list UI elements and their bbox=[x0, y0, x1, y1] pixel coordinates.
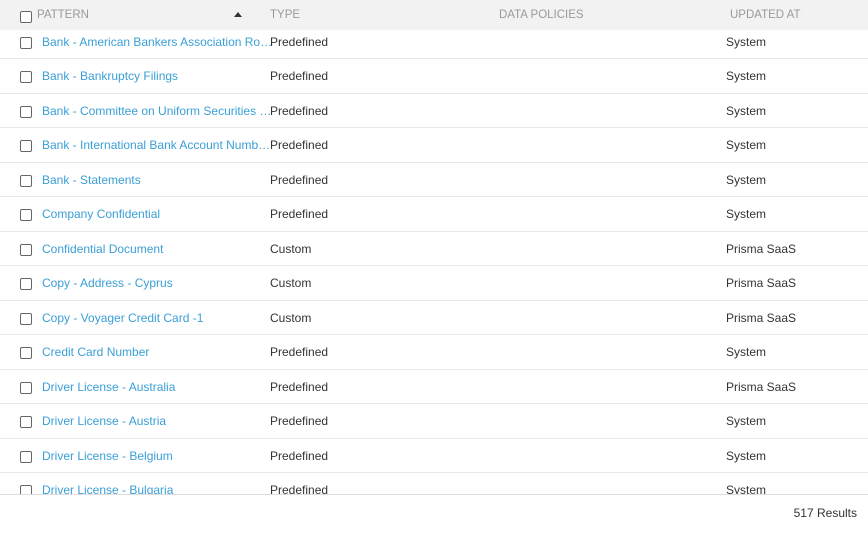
updated-at-cell: System bbox=[726, 414, 767, 428]
data-policies-header[interactable]: DATA POLICIES bbox=[499, 9, 584, 21]
table-row: Copy - Voyager Credit Card -1 Custom Prism… bbox=[0, 301, 868, 336]
updated-at-cell: Prisma SaaS bbox=[726, 310, 797, 325]
table-row: Bank - Statements Predefined System bbox=[0, 163, 868, 198]
updated-at-cell: Prisma SaaS bbox=[726, 276, 797, 290]
table-row: Company Confidential Predefined System bbox=[0, 197, 868, 232]
pattern-link[interactable]: Copy - Voyager Credit Card -1 bbox=[42, 310, 204, 325]
updated-at-header[interactable]: UPDATED AT bbox=[730, 9, 801, 21]
type-cell: Custom bbox=[270, 241, 312, 256]
table-row: Bank - Bankruptcy Filings Predefined Syste… bbox=[0, 59, 868, 94]
updated-at-cell: System bbox=[726, 172, 767, 187]
updated-at-cell: System bbox=[726, 345, 767, 359]
pattern-link[interactable]: Credit Card Number bbox=[42, 345, 150, 359]
type-cell: Predefined bbox=[270, 379, 329, 394]
type-cell: Custom bbox=[270, 310, 312, 325]
table-row: Copy - Address - Cyprus Custom Prisma SaaS bbox=[0, 266, 868, 301]
row-checkbox[interactable] bbox=[20, 312, 32, 325]
table-row: Driver License - Austria Predefined System bbox=[0, 404, 868, 439]
row-checkbox[interactable] bbox=[20, 278, 32, 290]
sort-arrow[interactable] bbox=[234, 12, 242, 17]
updated-at-cell: System bbox=[726, 103, 767, 118]
row-checkbox[interactable] bbox=[20, 174, 32, 187]
type-header[interactable]: TYPE bbox=[270, 9, 301, 21]
pattern-link[interactable]: Bank - Committee on Uniform Securities … bbox=[42, 103, 272, 118]
table-row: Credit Card Number Predefined System bbox=[0, 335, 868, 370]
type-cell: Predefined bbox=[270, 172, 329, 187]
updated-at-cell: System bbox=[726, 69, 767, 83]
table-row: Confidential Document Custom Prisma SaaS bbox=[0, 232, 868, 267]
pattern-link[interactable]: Company Confidential bbox=[42, 207, 161, 221]
pattern-link[interactable]: Bank - Statements bbox=[42, 172, 141, 187]
pattern-link[interactable]: Bank - American Bankers Association Ro… bbox=[42, 34, 273, 49]
patterns-table: PATTERN TYPE DATA POLICIES UPDATED AT Ba… bbox=[0, 0, 868, 495]
updated-at-cell: System bbox=[726, 207, 767, 221]
pattern-link[interactable]: Driver License - Bulgaria bbox=[42, 483, 174, 495]
updated-at-cell: System bbox=[726, 448, 767, 463]
pattern-link[interactable]: Copy - Address - Cyprus bbox=[42, 276, 173, 290]
updated-at-cell: Prisma SaaS bbox=[726, 379, 797, 394]
pattern-link[interactable]: Driver License - Australia bbox=[42, 379, 176, 394]
row-checkbox[interactable] bbox=[20, 416, 32, 428]
table-header: PATTERN TYPE DATA POLICIES UPDATED AT bbox=[0, 0, 868, 30]
table-row: Bank - International Bank Account Numb… P… bbox=[0, 128, 868, 163]
row-checkbox[interactable] bbox=[20, 36, 32, 49]
type-cell: Predefined bbox=[270, 207, 329, 221]
type-cell: Predefined bbox=[270, 69, 329, 83]
updated-at-cell: System bbox=[726, 138, 767, 152]
updated-at-cell: System bbox=[726, 34, 767, 49]
row-checkbox[interactable] bbox=[20, 209, 32, 221]
pattern-link[interactable]: Driver License - Austria bbox=[42, 414, 167, 428]
row-checkbox[interactable] bbox=[20, 381, 32, 394]
pattern-header[interactable]: PATTERN bbox=[37, 9, 89, 21]
table-row: Driver License - Bulgaria Predefined Syste… bbox=[0, 473, 868, 495]
row-checkbox[interactable] bbox=[20, 71, 32, 83]
type-cell: Predefined bbox=[270, 345, 329, 359]
type-cell: Predefined bbox=[270, 448, 329, 463]
pattern-link[interactable]: Bank - Bankruptcy Filings bbox=[42, 69, 179, 83]
row-checkbox[interactable] bbox=[20, 347, 32, 359]
updated-at-cell: System bbox=[726, 483, 767, 495]
table-row: Bank - American Bankers Association Ro… P… bbox=[0, 25, 868, 60]
type-cell: Predefined bbox=[270, 103, 329, 118]
type-cell: Predefined bbox=[270, 34, 329, 49]
row-checkbox[interactable] bbox=[20, 243, 32, 256]
type-cell: Predefined bbox=[270, 483, 329, 495]
results-count: 517 Results bbox=[793, 506, 857, 520]
table-row: Bank - Committee on Uniform Securities …… bbox=[0, 94, 868, 129]
row-checkbox[interactable] bbox=[20, 485, 32, 494]
table-row: Driver License - Australia Predefined Pris… bbox=[0, 370, 868, 405]
pattern-link[interactable]: Bank - International Bank Account Numb… bbox=[42, 138, 271, 152]
type-cell: Predefined bbox=[270, 414, 329, 428]
row-checkbox[interactable] bbox=[20, 140, 32, 152]
select-all-checkbox[interactable] bbox=[20, 11, 32, 23]
pattern-link[interactable]: Driver License - Belgium bbox=[42, 448, 173, 463]
row-checkbox[interactable] bbox=[20, 450, 32, 463]
updated-at-cell: Prisma SaaS bbox=[726, 241, 797, 256]
type-cell: Predefined bbox=[270, 138, 329, 152]
type-cell: Custom bbox=[270, 276, 312, 290]
table-row: Driver License - Belgium Predefined System bbox=[0, 439, 868, 474]
pattern-link[interactable]: Confidential Document bbox=[42, 241, 164, 256]
row-checkbox[interactable] bbox=[20, 105, 32, 118]
